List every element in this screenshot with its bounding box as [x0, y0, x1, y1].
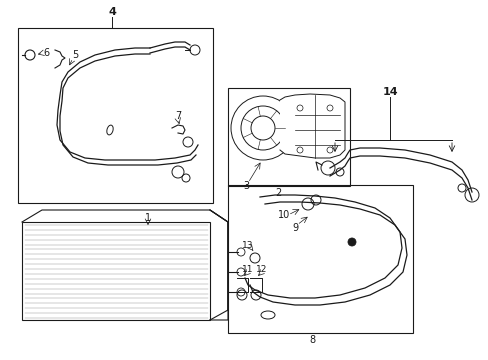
- Text: 6: 6: [43, 48, 49, 58]
- Text: 1: 1: [144, 213, 151, 223]
- Text: 14: 14: [382, 87, 397, 97]
- Polygon shape: [280, 94, 345, 158]
- Text: 2: 2: [274, 188, 281, 198]
- Text: 4: 4: [108, 7, 116, 17]
- Text: 10: 10: [277, 210, 289, 220]
- Bar: [227, 185, 412, 333]
- Text: 5: 5: [72, 50, 78, 60]
- Text: 9: 9: [291, 223, 298, 233]
- Bar: [227, 88, 349, 186]
- Text: 11: 11: [242, 266, 253, 274]
- Circle shape: [347, 238, 355, 246]
- Text: 7: 7: [175, 111, 181, 121]
- Text: 13: 13: [242, 240, 253, 249]
- Text: 12: 12: [256, 266, 267, 274]
- Text: 3: 3: [243, 181, 248, 191]
- Text: 8: 8: [308, 335, 314, 345]
- Bar: [18, 28, 213, 203]
